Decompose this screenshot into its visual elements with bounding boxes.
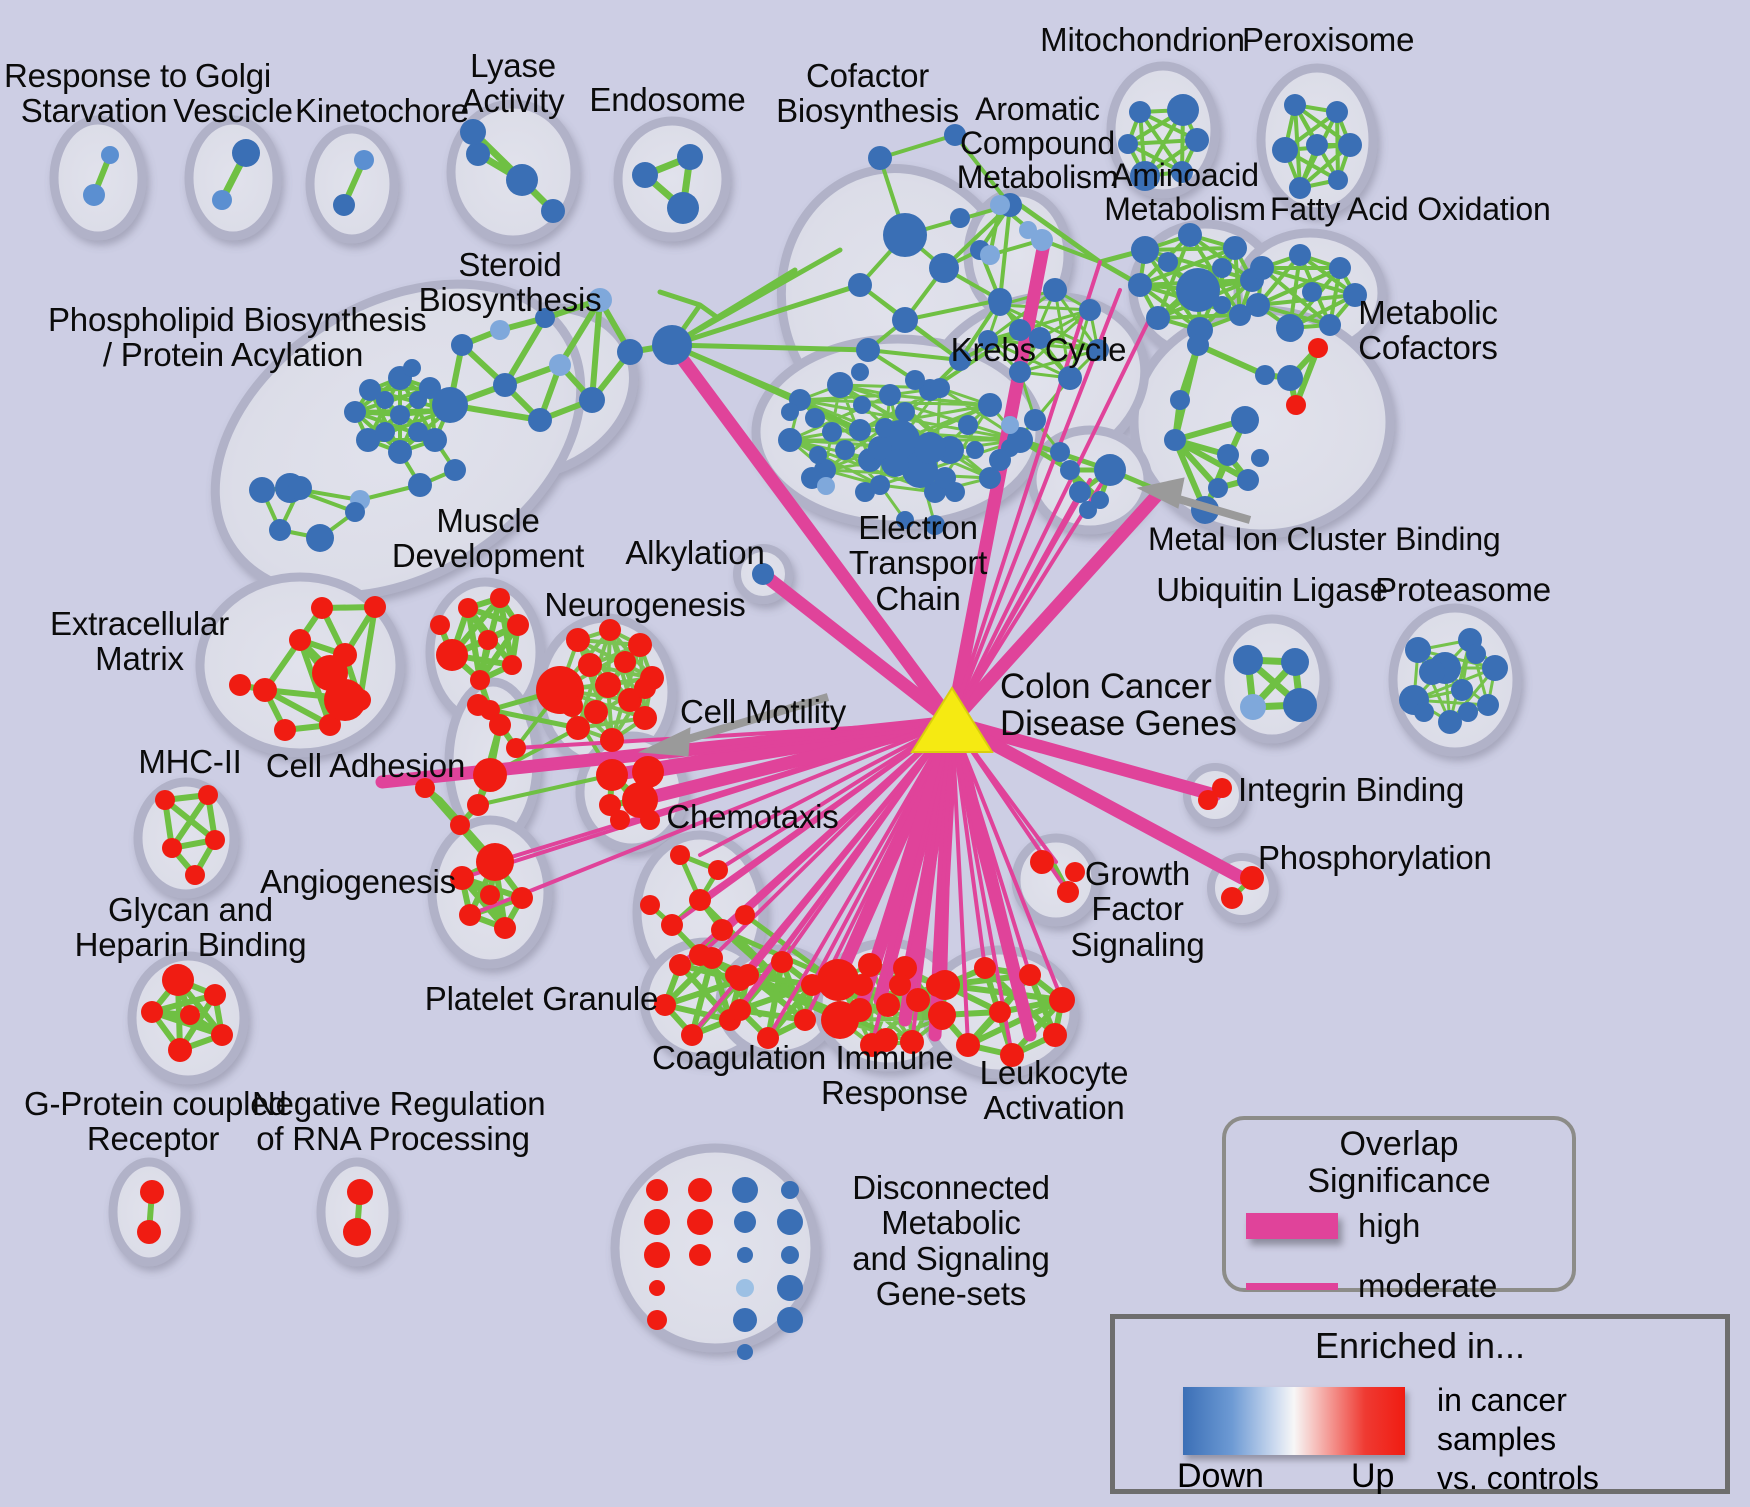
high-significance-swatch [1246,1213,1338,1240]
label-growth-factor-signaling: Growth Factor Signaling [1070,855,1205,963]
label-extracellular-matrix: Extracellular Matrix [50,605,229,678]
label-aromatic-compound-metabolism: Aromatic Compound Metabolism [956,91,1119,196]
label-golgi-vescicle: Golgi Vescicle [173,57,293,130]
label-glycan-heparin-binding: Glycan and Heparin Binding [74,891,307,964]
label-proteasome: Proteasome [1375,571,1551,608]
cell-motility-arrow [638,693,830,757]
label-disconnected-gene-sets: Disconnected Metabolic and Signaling Gene-s… [852,1169,1050,1312]
label-cell-motility: Cell Motility [679,693,847,730]
label-mhc-ii: MHC-II [138,743,242,780]
label-steroid-biosynthesis: Steroid Biosynthesis [418,246,602,319]
moderate-significance-swatch [1246,1282,1338,1290]
label-krebs-cycle: Krebs Cycle [950,331,1127,368]
label-immune-response: Immune Response [821,1039,968,1112]
label-integrin-binding: Integrin Binding [1238,771,1465,808]
label-colon-cancer-hub: Colon Cancer Disease Genes [1000,667,1237,744]
label-neurogenesis: Neurogenesis [544,586,746,623]
colorbar-up-label: Up [1351,1457,1395,1495]
gene-set-nodes [83,94,1508,1360]
colorbar-context-label: in cancer samples vs. controls [1437,1382,1599,1497]
high-significance-label: high [1358,1207,1421,1245]
legend-overlap-title: Overlap Significance [1307,1125,1491,1200]
label-alkylation: Alkylation [625,534,765,571]
label-fatty-acid-oxidation: Fatty Acid Oxidation [1270,191,1551,227]
legend-overlap-significance: Overlap Significance high moderate [1222,1116,1576,1304]
legend-enriched-title: Enriched in... [1314,1325,1526,1366]
label-kinetochore: Kinetochore [295,92,469,129]
label-g-protein-coupled-receptor: G-Protein coupled Receptor [24,1085,287,1158]
moderate-significance-label: moderate [1358,1267,1498,1305]
label-lyase-activity: Lyase Activity [461,47,565,120]
label-metabolic-cofactors: Metabolic Cofactors [1358,294,1498,367]
label-cofactor-biosynthesis: Cofactor Biosynthesis [776,57,959,130]
label-endosome: Endosome [589,81,746,118]
colorbar-down-label: Down [1177,1457,1264,1495]
label-platelet-granule: Platelet Granule [424,980,659,1017]
label-peroxisome: Peroxisome [1242,21,1415,58]
legend-enriched-in: Enriched in... Down Up in cancer samples v… [1110,1314,1730,1496]
label-negative-regulation-rna-processing: Negative Regulation of RNA Processing [252,1085,546,1158]
label-coagulation: Coagulation [652,1039,826,1076]
label-ubiquitin-ligase: Ubiquitin Ligase [1156,571,1388,608]
enrichment-colorbar [1183,1387,1405,1455]
label-mitochondrion: Mitochondrion [1040,21,1245,58]
legend-overlap-moderate-row: moderate [1246,1267,1572,1305]
label-response-to-starvation: Response to Starvation [4,57,188,130]
label-phospholipid-biosynthesis: Phospholipid Biosynthesis / Protein Acyla… [48,301,427,374]
label-aminoacid-metabolism: Aminoacid Metabolism [1104,157,1266,228]
label-leukocyte-activation: Leukocyte Activation [979,1054,1129,1127]
label-chemotaxis: Chemotaxis [666,798,839,835]
label-phosphorylation: Phosphorylation [1258,839,1492,876]
label-angiogenesis: Angiogenesis [260,863,456,900]
label-metal-ion-cluster-binding: Metal Ion Cluster Binding [1148,521,1501,557]
label-muscle-development: Muscle Development [391,502,585,575]
label-cell-adhesion: Cell Adhesion [265,747,466,784]
metal-ion-arrow [1136,477,1252,524]
colon-cancer-hub-node[interactable] [910,686,994,753]
label-electron-transport-chain: Electron Transport Chain [848,509,988,617]
annotation-arrows [638,477,1252,757]
legend-overlap-high-row: high [1246,1207,1572,1245]
